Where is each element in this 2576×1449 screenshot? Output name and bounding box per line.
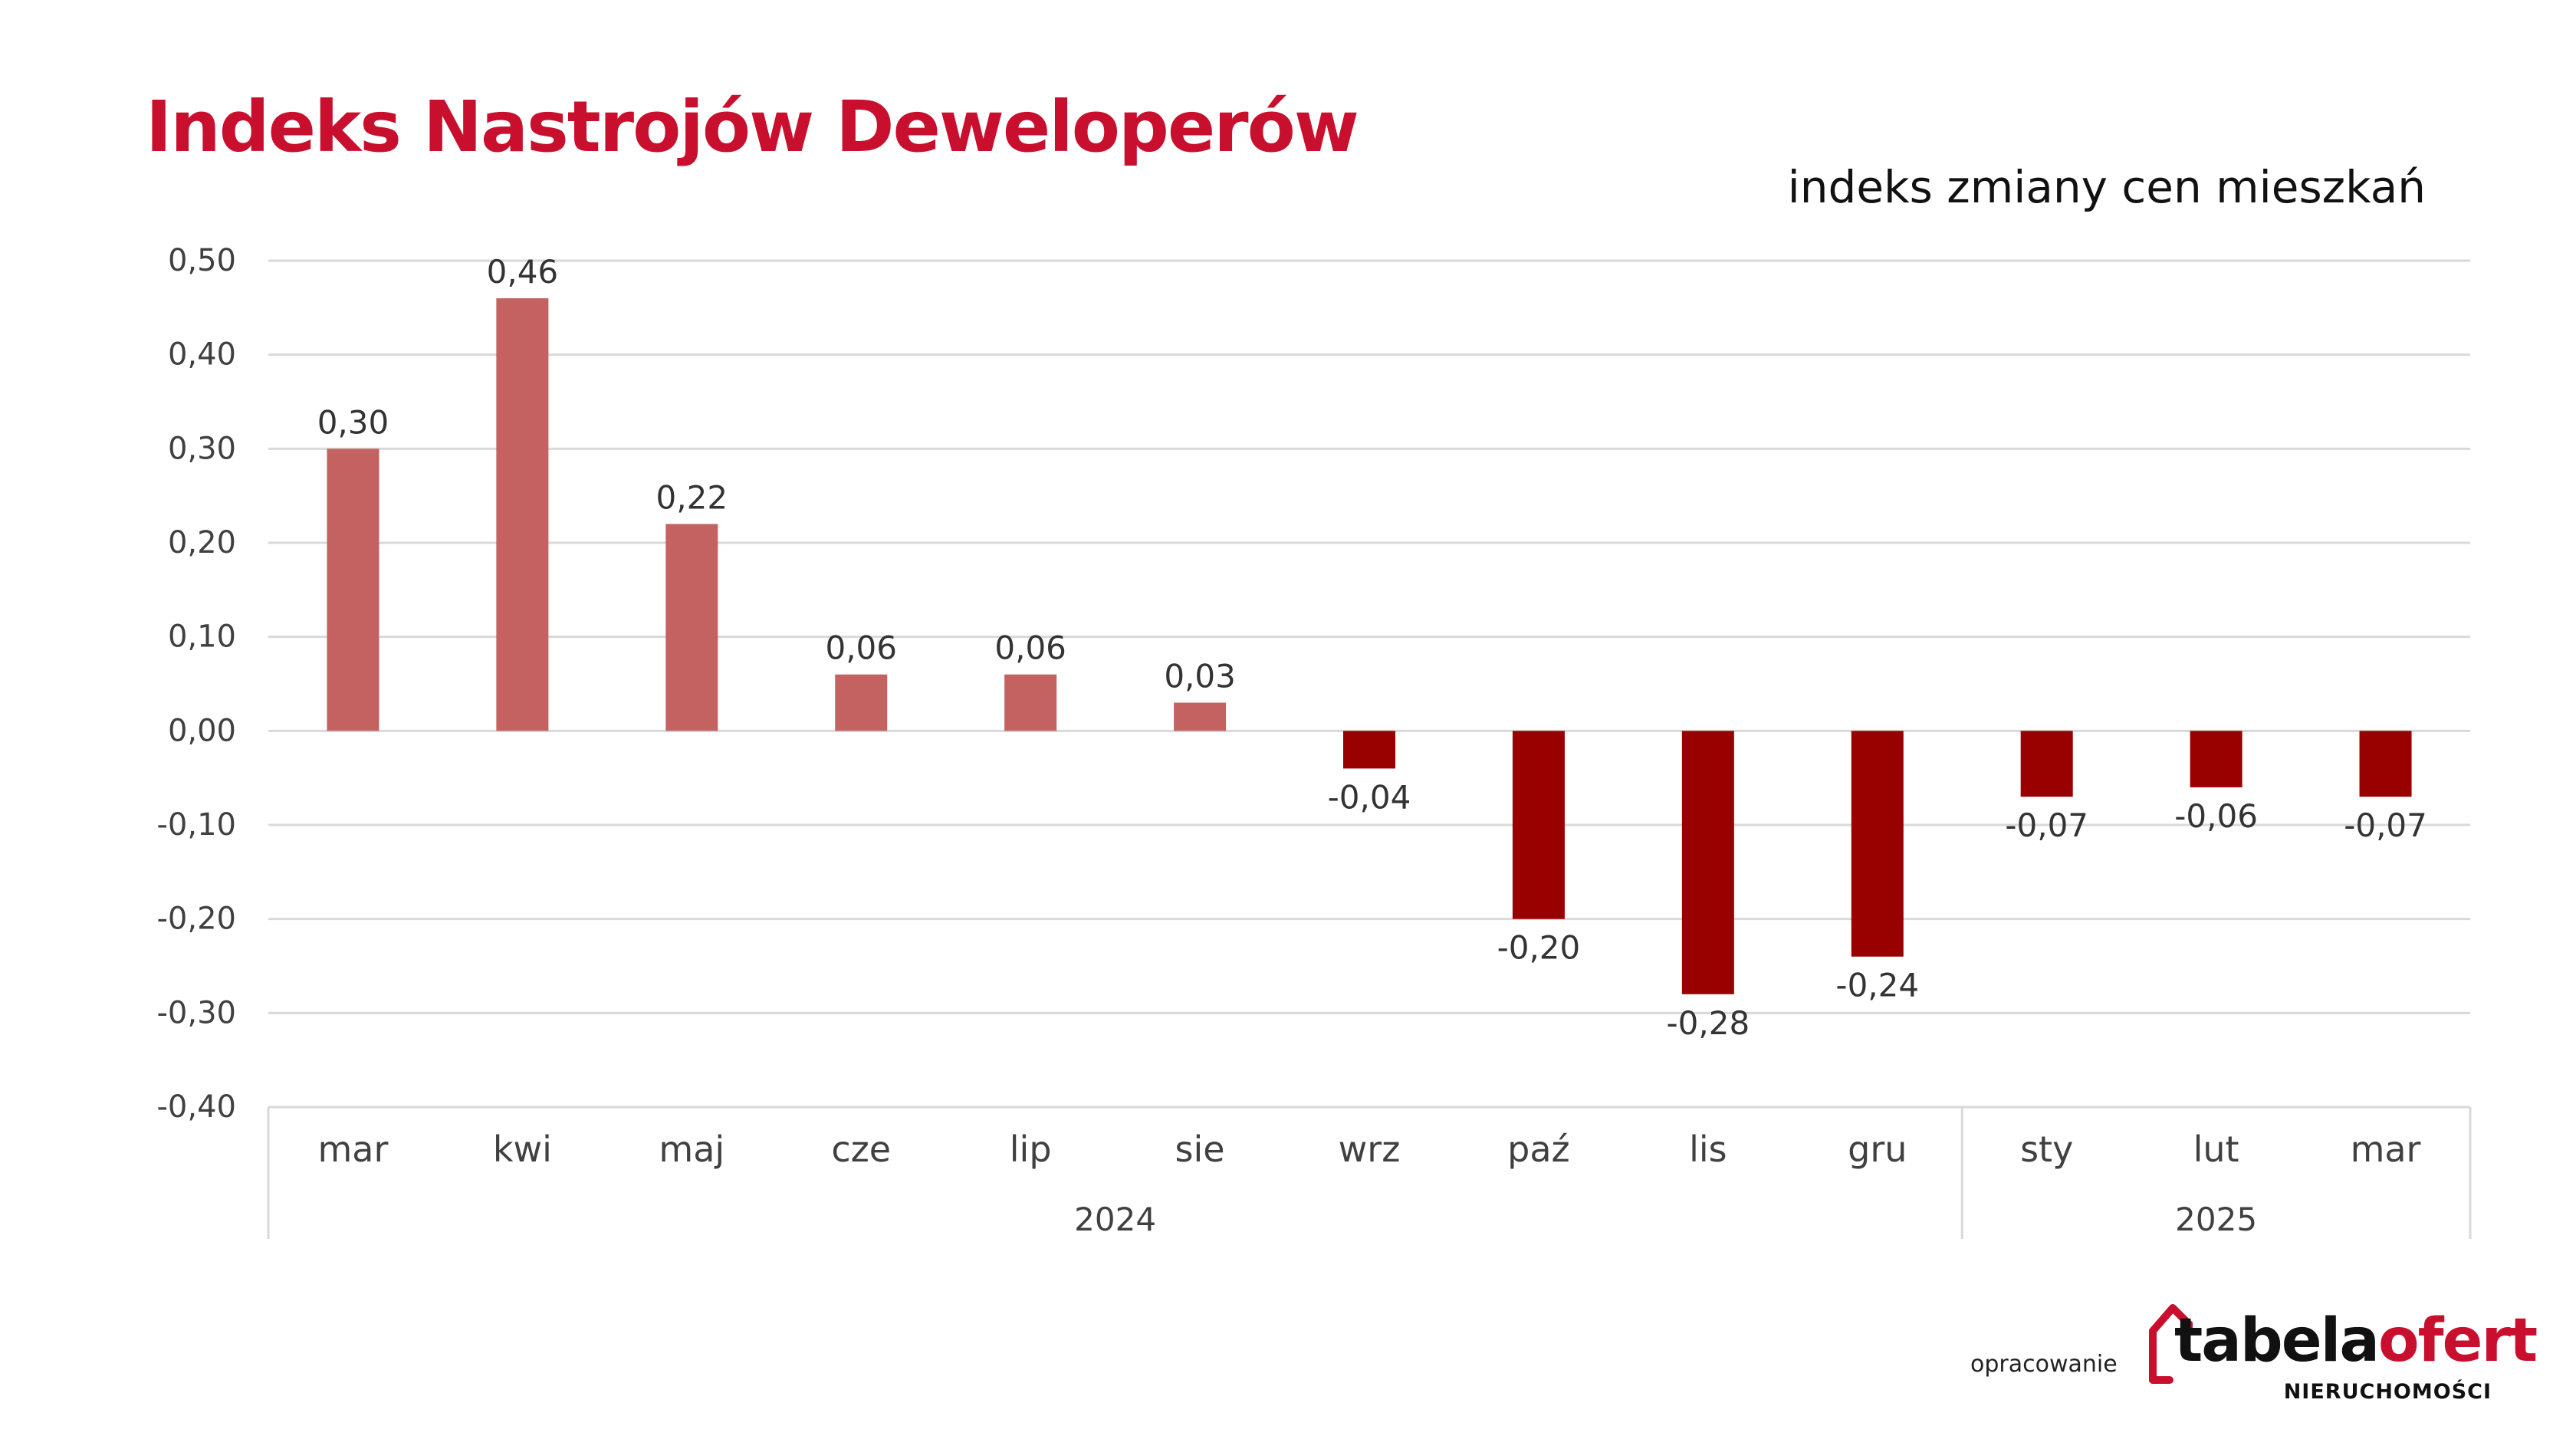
- bar-value-label: 0,06: [825, 629, 897, 667]
- bar-value-label: 0,03: [1164, 658, 1236, 695]
- house-logo-icon: [2149, 1304, 2193, 1384]
- bar: [496, 298, 549, 731]
- x-tick-label: gru: [1848, 1129, 1907, 1170]
- y-tick-label: -0,20: [157, 902, 237, 937]
- y-tick-label: 0,40: [168, 337, 236, 373]
- x-group-label: 2025: [2175, 1201, 2257, 1238]
- y-tick-label: -0,10: [157, 807, 237, 843]
- x-tick-label: sie: [1175, 1129, 1225, 1170]
- brand-logo: tabelaofert NIERUCHOMOŚCI: [2147, 1303, 2538, 1404]
- bar-value-label: -0,07: [2005, 807, 2088, 844]
- page-title: Indeks Nastrojów Deweloperów: [146, 86, 1359, 168]
- bar: [835, 674, 888, 731]
- x-tick-label: paź: [1507, 1129, 1570, 1170]
- x-tick-label: sty: [2020, 1129, 2073, 1170]
- bar-value-label: -0,06: [2174, 797, 2258, 835]
- y-axis-ticks: 0,50 0,40 0,30 0,20 0,10 0,00 -0,10 -0,20 -0,30 -…: [157, 243, 237, 1125]
- bar-value-label: 0,30: [317, 403, 389, 441]
- bar-value-label: -0,20: [1497, 929, 1581, 967]
- bar-value-label: 0,46: [487, 253, 559, 291]
- x-tick-label: maj: [659, 1129, 724, 1170]
- logo-wordmark-part2: ofert: [2378, 1306, 2538, 1375]
- x-tick-label: wrz: [1339, 1129, 1401, 1170]
- bar: [1343, 731, 1395, 769]
- x-tick-label: lis: [1689, 1129, 1727, 1170]
- y-tick-label: 0,00: [168, 713, 236, 748]
- bar-value-labels: 0,30 0,46 0,22 0,06 0,06 0,03 -0,04 -0,20 -0,28 -…: [317, 253, 2427, 1042]
- logo-wordmark: tabelaofert: [2174, 1311, 2538, 1371]
- x-tick-label: lip: [1010, 1129, 1052, 1170]
- gridlines: [268, 259, 2470, 1109]
- bar: [327, 449, 380, 731]
- bar-value-label: -0,28: [1667, 1004, 1750, 1042]
- chart-subtitle: indeks zmiany cen mieszkań: [1787, 161, 2426, 213]
- y-tick-label: 0,10: [168, 619, 236, 655]
- bar-value-label: -0,04: [1328, 778, 1411, 816]
- bar-value-label: 0,06: [994, 629, 1066, 667]
- bar: [1851, 731, 1904, 957]
- x-tick-label: cze: [831, 1129, 891, 1170]
- bars: [327, 298, 2412, 994]
- x-axis: mar kwi maj cze lip sie wrz paź lis gru sty lut mar 2…: [267, 1107, 2472, 1239]
- x-group-label: 2024: [1074, 1201, 1156, 1238]
- bar: [2020, 731, 2073, 797]
- bar: [1681, 731, 1734, 994]
- x-tick-label: kwi: [493, 1129, 552, 1170]
- credit-text: opracowanie: [1970, 1351, 2118, 1378]
- y-tick-label: 0,20: [168, 525, 236, 560]
- bar-value-label: -0,24: [1835, 967, 1919, 1004]
- bar: [2190, 731, 2242, 787]
- bar-value-label: 0,22: [656, 478, 728, 516]
- x-tick-label: mar: [318, 1129, 389, 1170]
- bar-value-label: -0,07: [2344, 807, 2427, 844]
- logo-wordmark-part1: tabela: [2174, 1306, 2380, 1375]
- y-tick-label: -0,40: [157, 1089, 237, 1125]
- bar: [1174, 702, 1227, 731]
- bar: [665, 524, 718, 731]
- logo-tagline: NIERUCHOMOŚCI: [2283, 1380, 2492, 1404]
- bar: [2359, 731, 2412, 797]
- bar: [1004, 674, 1057, 731]
- y-tick-label: -0,30: [157, 995, 237, 1030]
- x-tick-label: lut: [2193, 1129, 2239, 1170]
- y-tick-label: 0,30: [168, 431, 236, 466]
- y-tick-label: 0,50: [168, 243, 236, 278]
- x-tick-label: mar: [2351, 1129, 2421, 1170]
- bar: [1512, 731, 1565, 919]
